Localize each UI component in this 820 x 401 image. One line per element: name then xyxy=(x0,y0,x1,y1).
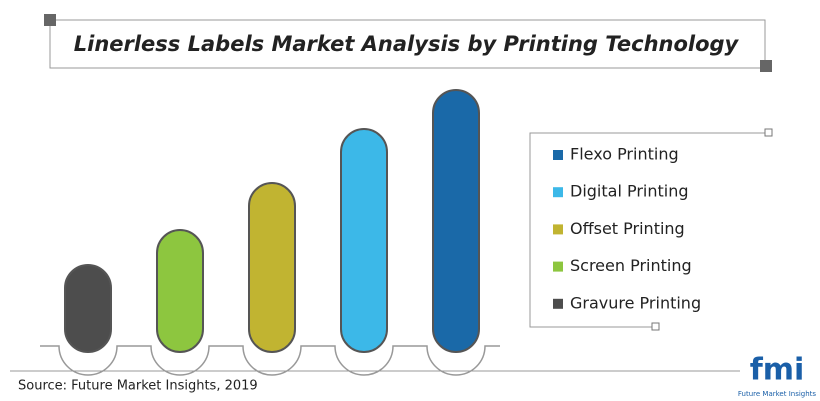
bar xyxy=(432,89,480,353)
frame-marker xyxy=(760,60,772,72)
legend-swatch xyxy=(553,187,563,198)
frame-marker xyxy=(44,14,56,26)
legend-frame xyxy=(529,132,768,328)
legend-swatch xyxy=(553,150,563,160)
legend-marker xyxy=(651,322,660,331)
bar xyxy=(248,182,296,353)
legend-swatch xyxy=(553,224,563,235)
baseline xyxy=(40,345,500,376)
title-frame xyxy=(49,19,766,69)
bar xyxy=(340,128,388,353)
bar xyxy=(156,229,204,353)
source: Source: Future Market Insights, 2019 xyxy=(18,379,258,394)
logo-name: Future Market Insights xyxy=(738,390,817,398)
chart-title: Linerless Labels Market Analysis by Prin… xyxy=(74,32,740,56)
bar xyxy=(64,264,112,353)
legend-label: Gravure Printing xyxy=(570,293,701,312)
legend-label: Offset Printing xyxy=(570,219,685,238)
logo-mark: fmi xyxy=(750,353,805,388)
legend-label: Digital Printing xyxy=(570,182,689,201)
legend-swatch xyxy=(553,261,563,272)
legend-swatch xyxy=(553,298,563,309)
legend-label: Screen Printing xyxy=(570,256,692,275)
legend-label: Flexo Printing xyxy=(570,145,679,164)
legend-marker xyxy=(764,128,773,137)
